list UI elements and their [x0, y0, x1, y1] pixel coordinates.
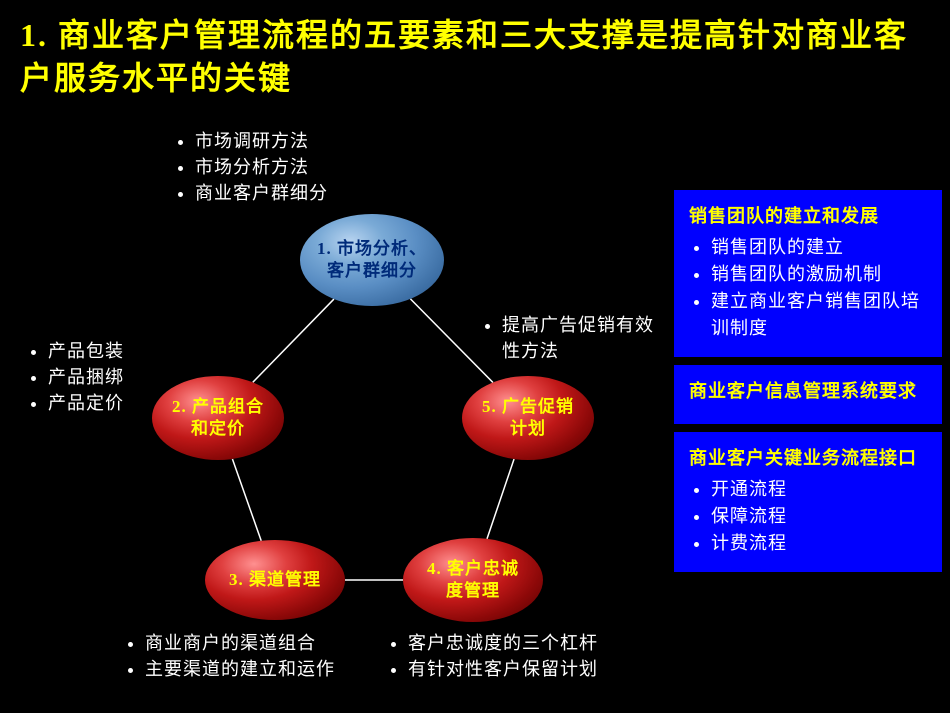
panel-title: 商业客户信息管理系统要求 [689, 378, 927, 405]
bullet-item: 客户忠诚度的三个杠杆 [408, 630, 708, 656]
panel-item: 计费流程 [711, 530, 927, 557]
panel-p2: 商业客户信息管理系统要求 [674, 365, 942, 424]
bullet-item: 商业客户群细分 [195, 180, 475, 206]
node-n5: 5. 广告促销计划 [462, 376, 594, 460]
annotation-a5: 提高广告促销有效性方法 [482, 312, 662, 364]
edge [253, 299, 334, 382]
edge [410, 299, 492, 383]
slide-title: 1. 商业客户管理流程的五要素和三大支撑是提高针对商业客户服务水平的关键 [20, 14, 930, 100]
edge [232, 459, 261, 541]
panel-item: 开通流程 [711, 476, 927, 503]
panel-list: 销售团队的建立销售团队的激励机制建立商业客户销售团队培训制度 [689, 234, 927, 342]
bullet-item: 提高广告促销有效性方法 [502, 312, 662, 364]
bullet-item: 有针对性客户保留计划 [408, 656, 708, 682]
pentagon-diagram: 1. 市场分析、客户群细分2. 产品组合和定价5. 广告促销计划3. 渠道管理4… [0, 120, 660, 700]
node-n3: 3. 渠道管理 [205, 540, 345, 620]
support-panels: 销售团队的建立和发展销售团队的建立销售团队的激励机制建立商业客户销售团队培训制度… [674, 190, 942, 572]
node-n1: 1. 市场分析、客户群细分 [300, 214, 444, 306]
panel-title: 销售团队的建立和发展 [689, 203, 927, 230]
annotation-a2: 产品包装产品捆绑产品定价 [28, 338, 188, 416]
panel-title: 商业客户关键业务流程接口 [689, 445, 927, 472]
node-n4: 4. 客户忠诚度管理 [403, 538, 543, 622]
node-label: 5. 广告促销计划 [482, 396, 574, 440]
node-label: 3. 渠道管理 [229, 569, 321, 591]
node-label: 4. 客户忠诚度管理 [427, 558, 519, 602]
bullet-item: 市场分析方法 [195, 154, 475, 180]
panel-list: 开通流程保障流程计费流程 [689, 476, 927, 557]
bullet-item: 产品定价 [48, 390, 188, 416]
panel-item: 建立商业客户销售团队培训制度 [711, 288, 927, 342]
annotation-a1: 市场调研方法市场分析方法商业客户群细分 [175, 128, 475, 206]
bullet-list: 客户忠诚度的三个杠杆有针对性客户保留计划 [388, 630, 708, 682]
annotation-a4: 客户忠诚度的三个杠杆有针对性客户保留计划 [388, 630, 708, 682]
bullet-list: 提高广告促销有效性方法 [482, 312, 662, 364]
panel-item: 销售团队的建立 [711, 234, 927, 261]
bullet-item: 产品捆绑 [48, 364, 188, 390]
edge [487, 459, 514, 539]
bullet-item: 市场调研方法 [195, 128, 475, 154]
bullet-item: 产品包装 [48, 338, 188, 364]
slide: 1. 商业客户管理流程的五要素和三大支撑是提高针对商业客户服务水平的关键 1. … [0, 0, 950, 713]
node-label: 1. 市场分析、客户群细分 [317, 238, 427, 282]
panel-p1: 销售团队的建立和发展销售团队的建立销售团队的激励机制建立商业客户销售团队培训制度 [674, 190, 942, 357]
panel-p3: 商业客户关键业务流程接口开通流程保障流程计费流程 [674, 432, 942, 572]
bullet-list: 产品包装产品捆绑产品定价 [28, 338, 188, 416]
bullet-list: 市场调研方法市场分析方法商业客户群细分 [175, 128, 475, 206]
panel-item: 保障流程 [711, 503, 927, 530]
panel-item: 销售团队的激励机制 [711, 261, 927, 288]
